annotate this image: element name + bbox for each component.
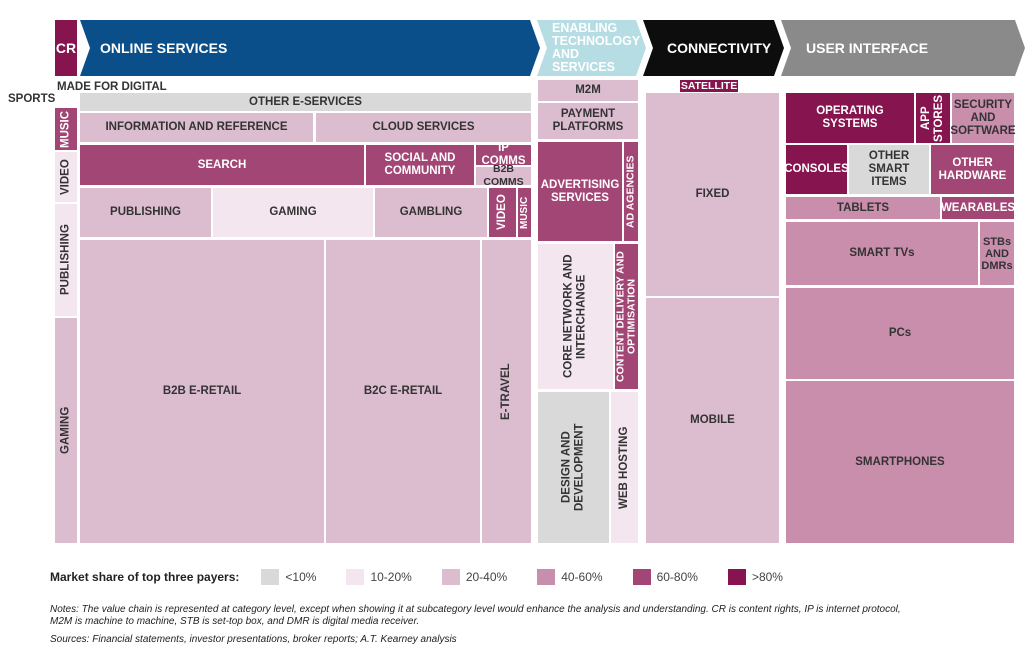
payment-platforms: PAYMENT PLATFORMS bbox=[538, 103, 638, 139]
legend-item: 40-60% bbox=[537, 569, 603, 585]
security-and-software: SECURITY AND SOFTWARE bbox=[950, 93, 1016, 143]
fixed: FIXED bbox=[646, 93, 779, 296]
content-delivery-and-optimisation: CONTENT DELIVERY AND OPTIMISATION bbox=[615, 244, 638, 389]
notes-line-2: M2M is machine to machine, STB is set-to… bbox=[50, 616, 420, 627]
app-stores: APP STORES bbox=[916, 93, 950, 143]
cloud-services: CLOUD SERVICES bbox=[316, 113, 531, 142]
notes-line-1: Notes: The value chain is represented at… bbox=[50, 604, 901, 615]
online-video: VIDEO bbox=[489, 188, 516, 237]
header-ui-shape bbox=[781, 20, 1025, 76]
other-e-services: OTHER E-SERVICES bbox=[80, 93, 531, 111]
sports-label: SPORTS bbox=[8, 93, 56, 105]
header-enabling-shape bbox=[537, 20, 646, 76]
legend-swatch bbox=[441, 569, 460, 585]
legend-label: >80% bbox=[751, 570, 783, 584]
legend-item: 60-80% bbox=[632, 569, 698, 585]
ad-agencies: AD AGENCIES bbox=[624, 142, 638, 241]
advertising-services: ADVERTISING SERVICES bbox=[538, 142, 622, 241]
header-bar bbox=[55, 20, 1025, 76]
mobile: MOBILE bbox=[646, 298, 779, 543]
ip-comms: IP COMMS bbox=[476, 142, 531, 167]
b2c-e-retail: B2C E-RETAIL bbox=[326, 240, 480, 543]
other-smart-items: OTHER SMART ITEMS bbox=[849, 145, 929, 194]
legend-item: 10-20% bbox=[346, 569, 412, 585]
information-and-reference: INFORMATION AND REFERENCE bbox=[80, 113, 313, 142]
publishing: PUBLISHING bbox=[80, 188, 211, 237]
legend-label: 10-20% bbox=[370, 570, 412, 584]
header-online-shape bbox=[80, 20, 540, 76]
online-music: MUSIC bbox=[518, 188, 531, 237]
legend-label: <10% bbox=[285, 570, 317, 584]
header-online: ONLINE SERVICES bbox=[100, 40, 228, 56]
legend-swatch bbox=[727, 569, 746, 585]
smart-tvs: SMART TVs bbox=[786, 222, 978, 285]
search: SEARCH bbox=[80, 145, 364, 185]
pcs: PCs bbox=[786, 288, 1014, 379]
satellite: SATELLITE bbox=[680, 79, 738, 92]
header-ui: USER INTERFACE bbox=[806, 40, 929, 56]
legend-swatch bbox=[632, 569, 651, 585]
cr-gaming: GAMING bbox=[55, 318, 77, 543]
legend-label: 20-40% bbox=[465, 570, 508, 584]
e-travel: E-TRAVEL bbox=[482, 240, 531, 543]
m2m: M2M bbox=[538, 80, 638, 101]
wearables: WEARABLES bbox=[941, 197, 1015, 219]
legend-swatch bbox=[346, 569, 365, 585]
made-for-digital-label: MADE FOR DIGITAL bbox=[55, 81, 169, 93]
other-hardware: OTHER HARDWARE bbox=[931, 145, 1014, 194]
header-connectivity-shape bbox=[643, 20, 784, 76]
sources: Sources: Financial statements, investor … bbox=[50, 634, 457, 645]
legend-swatch bbox=[537, 569, 556, 585]
header-enabling: ENABLING TECHNOLOGY AND SERVICES bbox=[552, 21, 640, 74]
gambling: GAMBLING bbox=[375, 188, 487, 237]
operating-systems: OPERATING SYSTEMS bbox=[786, 93, 914, 143]
legend-label: 60-80% bbox=[656, 570, 698, 584]
legend-swatch bbox=[261, 569, 280, 585]
cr-music: MUSIC bbox=[55, 108, 77, 150]
legend-item: >80% bbox=[727, 569, 783, 585]
legend-title: Market share of top three payers: bbox=[50, 570, 240, 584]
legend: Market share of top three payers: <10% 1… bbox=[50, 567, 813, 587]
legend-item: <10% bbox=[261, 569, 316, 585]
cr-video: VIDEO bbox=[55, 152, 77, 202]
header-cr-shape bbox=[55, 20, 77, 76]
tablets: TABLETS bbox=[786, 197, 940, 219]
web-hosting: WEB HOSTING bbox=[611, 392, 638, 543]
smartphones: SMARTPHONES bbox=[786, 381, 1014, 543]
b2b-comms: B2B COMMS bbox=[476, 163, 531, 188]
core-network-and-interchange: CORE NETWORK AND INTERCHANGE bbox=[538, 244, 613, 389]
gaming: GAMING bbox=[213, 188, 373, 237]
header-connectivity: CONNECTIVITY bbox=[667, 40, 772, 56]
social-and-community: SOCIAL AND COMMUNITY bbox=[366, 145, 474, 185]
legend-label: 40-60% bbox=[561, 570, 603, 584]
header-cr: CR bbox=[55, 40, 77, 56]
stbs-and-dmrs: STBs AND DMRs bbox=[980, 222, 1014, 285]
design-and-development: DESIGN AND DEVELOPMENT bbox=[538, 392, 609, 543]
legend-item: 20-40% bbox=[441, 569, 508, 585]
consoles: CONSOLES bbox=[784, 145, 849, 194]
b2b-e-retail: B2B E-RETAIL bbox=[80, 240, 324, 543]
cr-publishing: PUBLISHING bbox=[55, 204, 77, 316]
